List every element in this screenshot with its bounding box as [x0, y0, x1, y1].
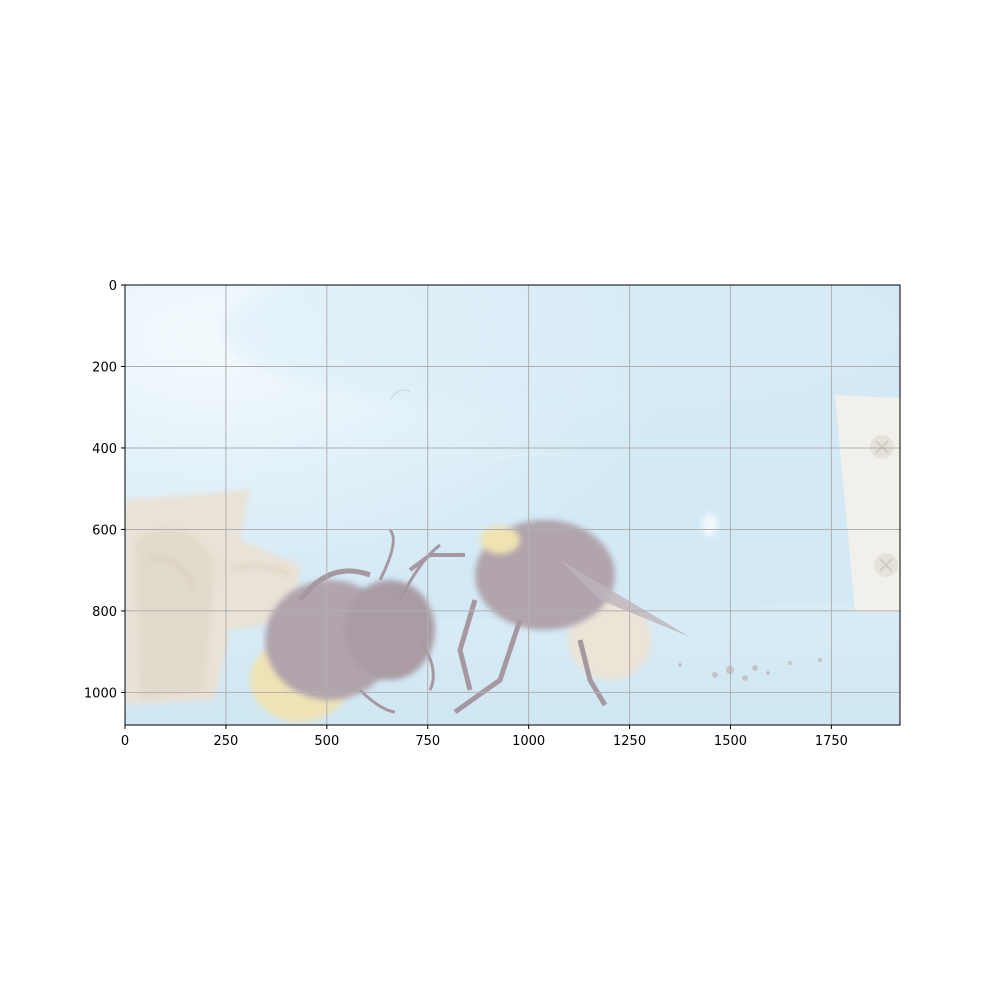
x-tick-label: 500: [314, 734, 339, 749]
x-tick-label: 1500: [714, 734, 747, 749]
wall-panel: [835, 395, 900, 612]
x-tick-label: 1250: [613, 734, 646, 749]
x-tick-label: 250: [213, 734, 238, 749]
bee-right: [408, 520, 690, 715]
photo: [125, 285, 900, 725]
x-tick-label: 0: [121, 734, 129, 749]
axes-frame: [124, 284, 901, 726]
x-tick-label: 750: [415, 734, 440, 749]
y-tick-label: 800: [92, 605, 117, 620]
y-axis: 0 200 400 600 800 1000: [84, 279, 125, 701]
x-axis: 0 250 500 750 1000 1250 1500 1750: [121, 725, 848, 749]
y-tick-label: 400: [92, 442, 117, 457]
y-tick-label: 0: [109, 279, 117, 294]
bee-left: [250, 528, 441, 722]
y-tick-label: 600: [92, 523, 117, 538]
wooden-shavings: [125, 490, 300, 705]
x-tick-label: 1000: [512, 734, 545, 749]
y-tick-label: 1000: [84, 686, 117, 701]
y-tick-label: 200: [92, 360, 117, 375]
x-tick-label: 1750: [815, 734, 848, 749]
